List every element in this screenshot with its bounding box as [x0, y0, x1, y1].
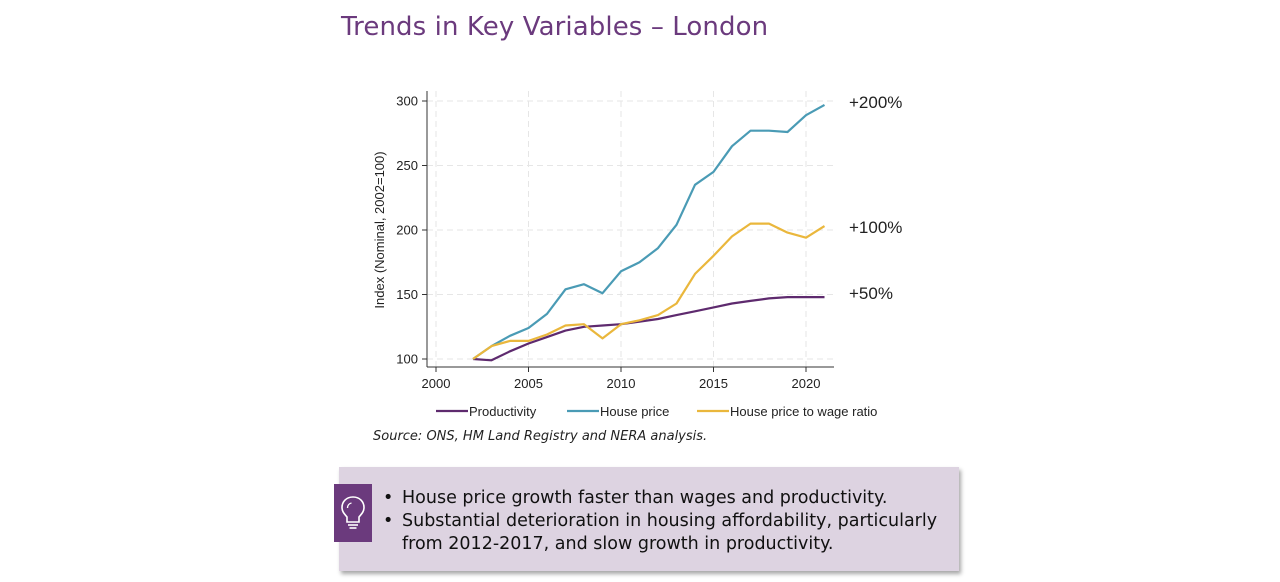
x-tick-label: 2010 [607, 376, 636, 391]
x-tick-label: 2020 [792, 376, 821, 391]
legend-label: House price [600, 404, 669, 419]
callout-bullet: House price growth faster than wages and… [383, 487, 958, 510]
y-axis-label: Index (Nominal, 2002=100) [372, 151, 387, 308]
y-tick-label: 150 [396, 287, 418, 302]
x-tick-label: 2000 [422, 376, 451, 391]
y-tick-label: 300 [396, 94, 418, 109]
legend-label: House price to wage ratio [730, 404, 877, 419]
y-tick-label: 200 [396, 223, 418, 238]
callout-bullet: Substantial deterioration in housing aff… [383, 510, 958, 556]
source-note: Source: ONS, HM Land Registry and NERA a… [373, 429, 708, 444]
y-tick-label: 250 [396, 158, 418, 173]
legend-label: Productivity [469, 404, 537, 419]
series-line-house-price [472, 103, 826, 360]
series-line-house-price-to-wage-ratio [472, 222, 826, 360]
growth-annotation: +200% [849, 93, 902, 112]
growth-annotation: +50% [849, 284, 893, 303]
y-tick-label: 100 [396, 352, 418, 367]
growth-annotation: +100% [849, 218, 902, 237]
x-tick-label: 2015 [699, 376, 728, 391]
x-tick-label: 2005 [514, 376, 543, 391]
page-title: Trends in Key Variables – London [341, 12, 769, 42]
series-line-productivity [472, 296, 825, 362]
callout-bullets: House price growth faster than wages and… [383, 487, 958, 556]
line-chart: 100 150 200 250 300 2000 2005 2010 2015 2020 Index… [372, 91, 902, 419]
lightbulb-icon [334, 484, 372, 542]
